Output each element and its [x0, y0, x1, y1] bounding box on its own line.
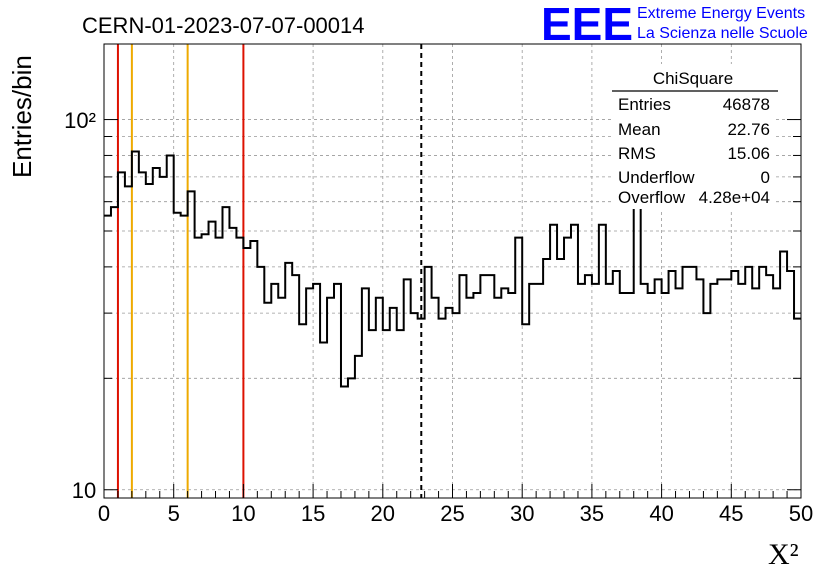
x-tick-label: 30: [510, 501, 534, 526]
stats-value-underflow: 0: [761, 168, 770, 187]
eee-logo: EEE Extreme Energy Events La Scienza nel…: [541, 0, 808, 50]
y-tick-label-10: 10: [72, 478, 96, 503]
stats-value-rms: 15.06: [727, 144, 770, 163]
axis-ticks: [103, 119, 802, 498]
y-axis-label: Entries/bin: [7, 55, 37, 178]
x-tick-label: 50: [789, 501, 813, 526]
stats-label-overflow: Overflow: [618, 188, 686, 207]
stats-box: ChiSquare Entries 46878 Mean 22.76 RMS 1…: [612, 64, 778, 209]
stats-label-rms: RMS: [618, 144, 656, 163]
reference-lines: [116, 44, 423, 498]
y-tick-label-100: 10²: [64, 108, 96, 133]
logo-line-1: Extreme Energy Events: [637, 5, 805, 22]
x-tick-label: 0: [98, 501, 110, 526]
stats-label-entries: Entries: [618, 95, 671, 114]
x-axis-label: X²: [768, 538, 799, 571]
stats-value-mean: 22.76: [727, 120, 770, 139]
x-tick-label: 10: [231, 501, 255, 526]
stats-label-underflow: Underflow: [618, 168, 695, 187]
stats-value-entries: 46878: [723, 95, 770, 114]
x-tick-label: 40: [649, 501, 673, 526]
stats-title: ChiSquare: [653, 69, 733, 88]
histogram-step-line: [104, 150, 801, 388]
stats-label-mean: Mean: [618, 120, 661, 139]
x-tick-label: 45: [719, 501, 743, 526]
logo-line-2: La Scienza nelle Scuole: [637, 25, 808, 42]
histogram: [104, 150, 801, 388]
x-tick-label: 25: [440, 501, 464, 526]
stats-value-overflow: 4.28e+04: [699, 188, 770, 207]
x-tick-label: 20: [371, 501, 395, 526]
x-tick-label: 15: [301, 501, 325, 526]
stats-box-background: [612, 64, 774, 209]
logo-mark: EEE: [541, 0, 633, 50]
x-tick-label: 35: [580, 501, 604, 526]
x-tick-label: 5: [168, 501, 180, 526]
x-tick-labels: 0 5 10 15 20 25 30 35 40 45 50: [98, 501, 813, 526]
chart-title: CERN-01-2023-07-07-00014: [82, 13, 365, 38]
